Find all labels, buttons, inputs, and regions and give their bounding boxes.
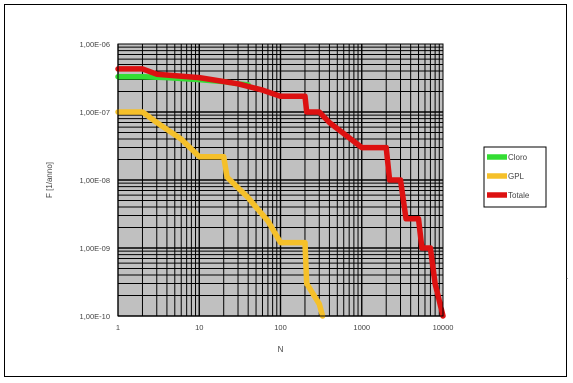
y-tick-label: 1,00E-10 (80, 312, 110, 321)
stray-mark: . (566, 272, 568, 281)
series-line-totale (115, 66, 446, 319)
x-tick-label: 10000 (433, 323, 454, 332)
grid-lines (117, 44, 443, 317)
series-line-gpl (115, 109, 326, 319)
x-tick-label: 10 (195, 323, 203, 332)
legend-label-gpl: GPL (508, 172, 525, 181)
y-tick-label: 1,00E-09 (80, 244, 110, 253)
y-axis-label: F [1/anno] (45, 162, 54, 198)
series-lines (115, 66, 446, 319)
legend-label-totale: Totale (508, 191, 530, 200)
x-axis-label: N (278, 345, 284, 354)
legend: Cloro GPL Totale (483, 146, 547, 208)
x-tick-label: 1 (116, 323, 120, 332)
y-tick-label: 1,00E-08 (80, 176, 110, 185)
x-tick-label: 1000 (353, 323, 370, 332)
y-tick-label: 1,00E-07 (80, 108, 110, 117)
plot-border (117, 43, 444, 317)
x-axis-ticks: 1 10 100 1000 10000 (116, 323, 454, 332)
x-tick-label: 100 (274, 323, 287, 332)
y-axis-ticks: 1,00E-06 1,00E-07 1,00E-08 1,00E-09 1,00E-10 (80, 40, 110, 321)
y-tick-label: 1,00E-06 (80, 40, 110, 49)
legend-label-cloro: Cloro (508, 153, 528, 162)
